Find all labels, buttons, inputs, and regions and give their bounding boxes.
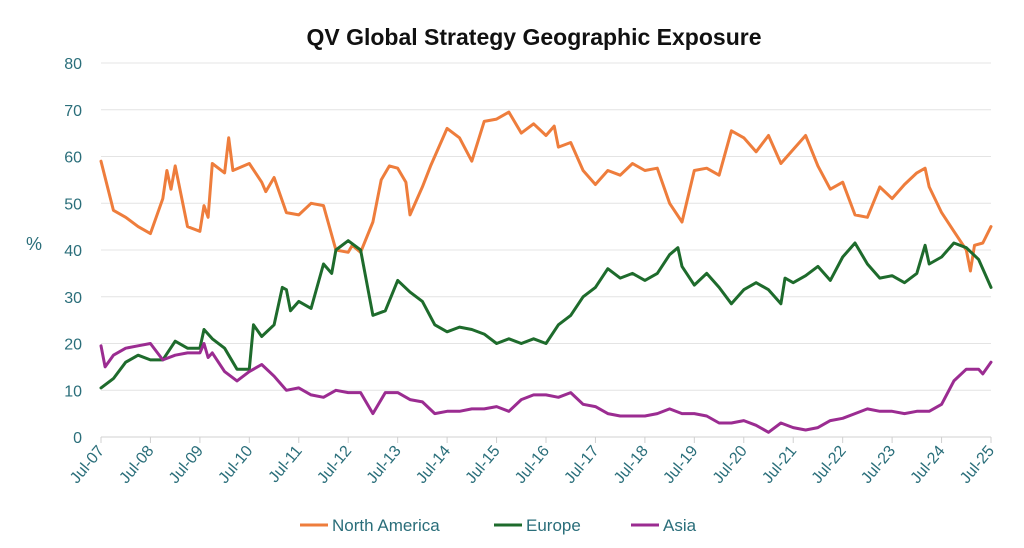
x-tick-label: Jul-18 [611, 443, 652, 487]
x-tick-label: Jul-20 [710, 443, 751, 487]
gridlines [101, 62, 991, 391]
x-tick-label: Jul-22 [809, 443, 850, 487]
x-tick-label: Jul-15 [463, 443, 504, 487]
x-tick-label: Jul-13 [364, 443, 405, 487]
legend-label: Europe [526, 516, 581, 535]
x-tick-label: Jul-16 [512, 443, 553, 487]
chart-title: QV Global Strategy Geographic Exposure [306, 24, 761, 50]
x-tick-label: Jul-10 [215, 443, 256, 487]
legend-item-europe: Europe [494, 516, 581, 535]
legend-label: North America [332, 516, 440, 535]
x-tick-label: Jul-24 [908, 443, 949, 487]
x-tick-label: Jul-11 [266, 443, 306, 486]
y-tick-label: 80 [64, 56, 82, 73]
y-tick-label: 10 [64, 383, 82, 400]
x-tick-label: Jul-07 [67, 443, 108, 487]
series-lines [99, 110, 993, 434]
x-tick-label: Jul-19 [660, 443, 701, 487]
y-tick-label: 20 [64, 337, 82, 354]
y-tick-label: 50 [64, 196, 82, 213]
y-tick-label: 40 [64, 243, 82, 260]
x-tick-label: Jul-09 [166, 443, 207, 487]
series-line-asia [99, 342, 993, 434]
legend-item-asia: Asia [631, 516, 697, 535]
legend-label: Asia [663, 516, 697, 535]
x-tick-label: Jul-08 [116, 443, 157, 487]
x-tick-label: Jul-14 [413, 443, 454, 487]
x-tick-label: Jul-21 [759, 443, 800, 487]
y-tick-label: 0 [73, 430, 82, 447]
y-axis-label: % [26, 234, 42, 254]
x-tick-label: Jul-23 [858, 443, 899, 487]
series-line-europe [99, 239, 993, 390]
x-tick-label: Jul-17 [561, 443, 602, 487]
y-tick-label: 70 [64, 103, 82, 120]
series-line-north-america [99, 110, 993, 273]
x-tick-label: Jul-25 [957, 443, 998, 487]
legend-item-north-america: North America [300, 516, 440, 535]
y-tick-label: 60 [64, 150, 82, 167]
y-tick-label: 30 [64, 290, 82, 307]
x-tick-label: Jul-12 [314, 443, 355, 487]
legend: North America Europe Asia [300, 516, 697, 535]
